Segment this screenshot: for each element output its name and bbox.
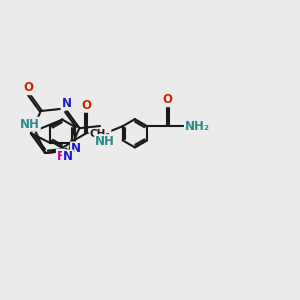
Text: NH₂: NH₂ xyxy=(185,120,210,133)
Text: O: O xyxy=(24,81,34,94)
Text: NH: NH xyxy=(20,118,40,131)
Text: CH₃: CH₃ xyxy=(89,129,110,139)
Text: O: O xyxy=(81,99,91,112)
Text: N: N xyxy=(71,142,81,155)
Text: N: N xyxy=(61,97,71,110)
Text: N: N xyxy=(63,151,73,164)
Text: NH: NH xyxy=(95,135,115,148)
Text: F: F xyxy=(57,149,65,163)
Text: O: O xyxy=(162,93,172,106)
